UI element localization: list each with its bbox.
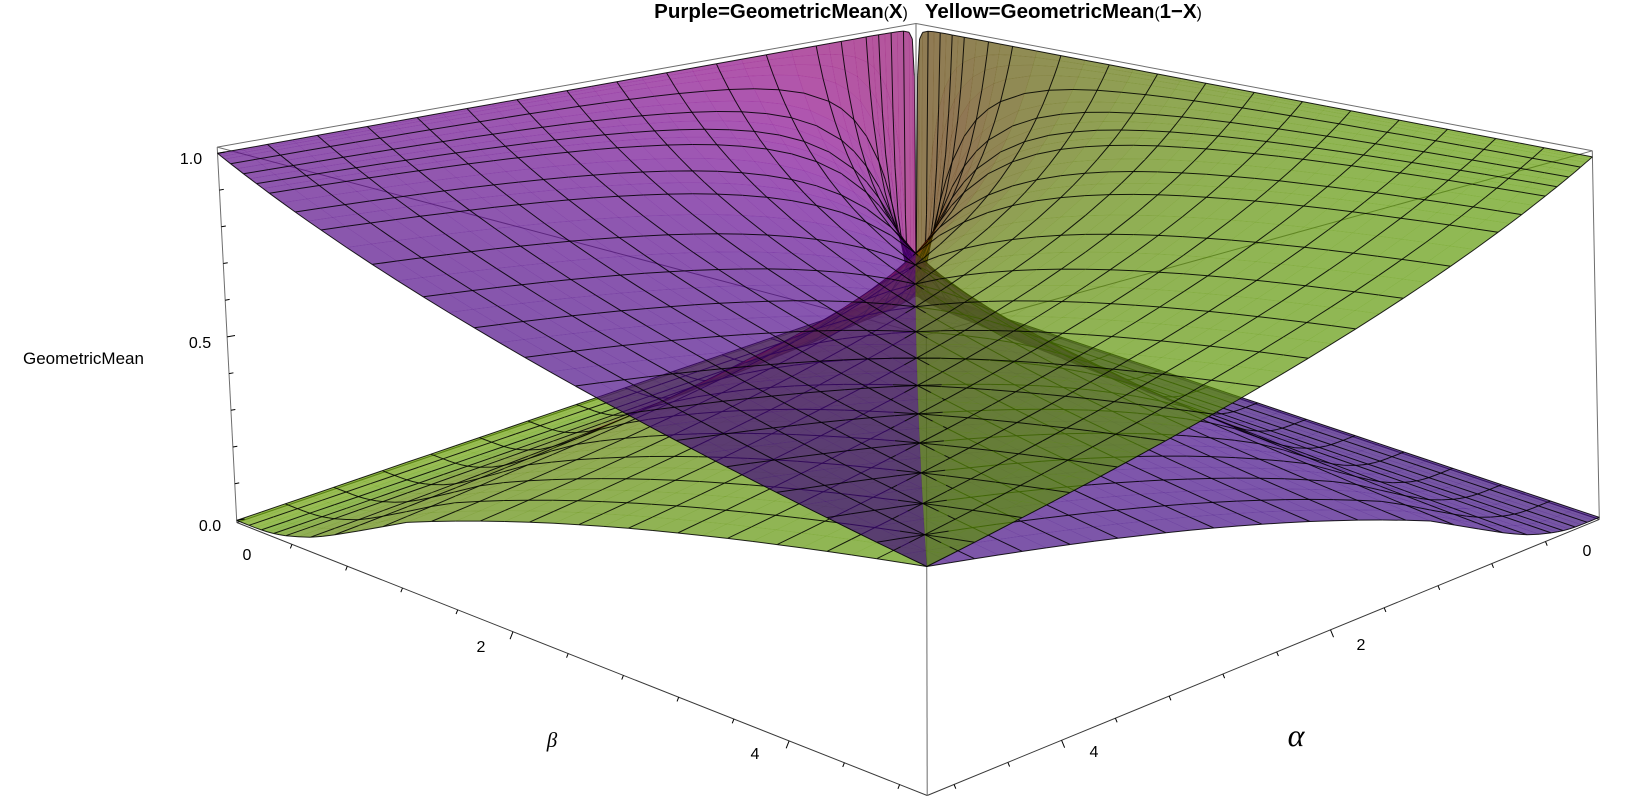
svg-text:4: 4	[1090, 744, 1099, 761]
svg-text:β: β	[546, 728, 558, 752]
svg-text:2: 2	[477, 639, 486, 656]
svg-text:0.0: 0.0	[199, 518, 221, 535]
svg-text:1.0: 1.0	[180, 151, 202, 168]
svg-text:α: α	[1288, 717, 1306, 753]
svg-text:0: 0	[243, 547, 252, 564]
svg-text:GeometricMean: GeometricMean	[23, 349, 144, 368]
svg-text:2: 2	[1357, 637, 1366, 654]
svg-text:4: 4	[751, 746, 760, 763]
svg-text:0: 0	[1583, 543, 1592, 560]
svg-text:Purple=GeometricMean(X) Yell: Purple=GeometricMean(X) Yellow=Geometric…	[654, 0, 1202, 23]
svg-text:0.5: 0.5	[189, 335, 211, 352]
